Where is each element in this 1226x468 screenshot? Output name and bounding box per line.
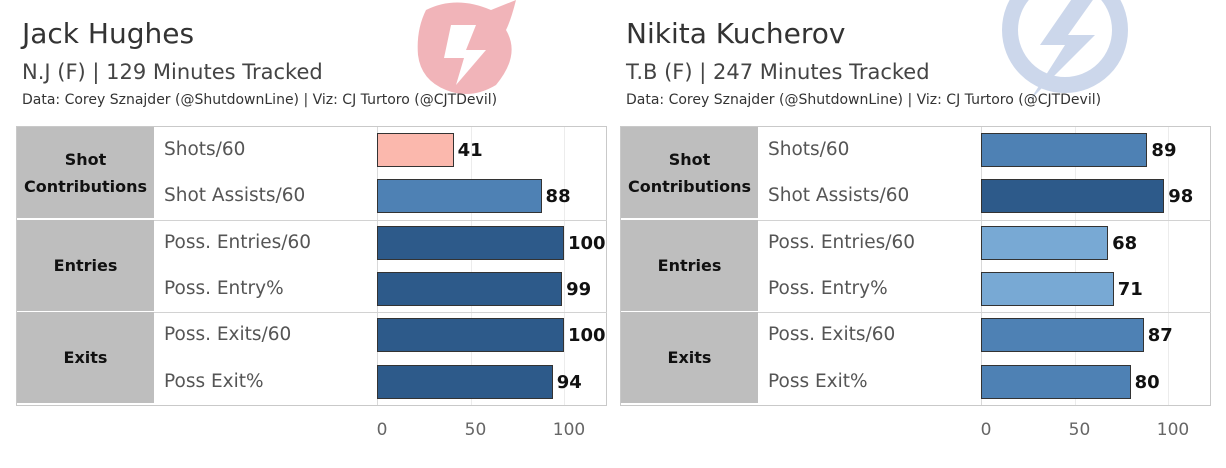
bar-column-divider <box>981 127 982 405</box>
bar <box>981 318 1144 353</box>
group-divider <box>154 219 607 221</box>
bar-value-label: 71 <box>1117 278 1143 300</box>
bar-column-divider <box>377 127 378 405</box>
bar-value-label: 68 <box>1112 232 1138 254</box>
metric-label: Poss. Entries/60 <box>164 231 312 253</box>
bar <box>377 364 553 399</box>
metric-label: Poss. Entry% <box>164 277 284 299</box>
x-tick-label: 100 <box>552 420 586 440</box>
group-label: Entries <box>17 219 154 312</box>
gridline <box>1168 127 1169 405</box>
player-panel-left: Jack Hughes N.J (F) | 129 Minutes Tracke… <box>16 0 616 468</box>
bar-value-label: 94 <box>556 371 582 393</box>
group-label: Exits <box>621 312 758 405</box>
bar-value-label: 89 <box>1151 140 1177 161</box>
gridline <box>564 127 565 405</box>
group-label: Entries <box>621 219 758 312</box>
metric-label: Poss. Exits/60 <box>768 324 896 346</box>
bar <box>981 364 1131 399</box>
x-tick-label: 0 <box>980 420 992 440</box>
x-tick-label: 100 <box>1156 420 1190 440</box>
metric-label: Shot Assists/60 <box>164 185 306 207</box>
metric-label: Poss. Entry% <box>768 277 888 299</box>
bar <box>377 133 454 167</box>
player-subtitle: N.J (F) | 129 Minutes Tracked <box>22 60 323 84</box>
group-label: Exits <box>17 312 154 405</box>
bar <box>981 225 1109 260</box>
bar-area: 41 88 100 99 100 94 <box>377 127 606 405</box>
x-axis: 0 50 100 <box>376 420 616 444</box>
x-tick-label: 50 <box>464 420 487 440</box>
group-label: Shot Contributions <box>621 127 758 219</box>
metric-label: Shots/60 <box>768 139 850 160</box>
bar-value-label: 100 <box>568 325 606 347</box>
bar-value-label: 80 <box>1134 371 1160 393</box>
bar <box>377 225 564 260</box>
metrics-table: 89 98 68 71 87 80 Shot Contributions Shots/60 Sho… <box>620 126 1211 406</box>
bar <box>981 133 1148 167</box>
metrics-table: 41 88 100 99 100 94 Shot Contributions Shots/60 S… <box>16 126 607 406</box>
metric-label: Poss Exit% <box>164 370 264 392</box>
bar-area: 89 98 68 71 87 80 <box>981 127 1210 405</box>
bar-value-label: 41 <box>457 140 483 161</box>
bar <box>377 271 563 306</box>
player-panel-right: Nikita Kucherov T.B (F) | 247 Minutes Tr… <box>620 0 1220 468</box>
bar <box>981 271 1114 306</box>
devils-logo-icon <box>417 0 516 94</box>
data-credit: Data: Corey Sznajder (@ShutdownLine) | V… <box>22 92 498 108</box>
bar <box>377 318 564 353</box>
bar-value-label: 100 <box>568 232 606 254</box>
bar-value-label: 87 <box>1147 325 1173 347</box>
group-divider <box>758 312 1211 314</box>
metric-label: Shots/60 <box>164 139 246 160</box>
group-label: Shot Contributions <box>17 127 154 219</box>
metric-label: Poss Exit% <box>768 370 868 392</box>
x-tick-label: 50 <box>1068 420 1091 440</box>
bar-value-label: 88 <box>545 186 571 208</box>
bar-value-label: 98 <box>1168 186 1194 208</box>
x-axis: 0 50 100 <box>980 420 1220 444</box>
metric-label: Poss. Exits/60 <box>164 324 292 346</box>
metric-label: Shot Assists/60 <box>768 185 910 207</box>
data-credit: Data: Corey Sznajder (@ShutdownLine) | V… <box>626 92 1102 108</box>
bar-value-label: 99 <box>566 278 592 300</box>
player-name: Jack Hughes <box>22 17 195 50</box>
metric-label: Poss. Entries/60 <box>768 231 916 253</box>
player-subtitle: T.B (F) | 247 Minutes Tracked <box>626 60 930 84</box>
lightning-logo-icon <box>1002 0 1128 100</box>
bar <box>981 179 1165 214</box>
bar <box>377 179 542 214</box>
gridline <box>470 127 472 405</box>
player-name: Nikita Kucherov <box>626 17 846 50</box>
x-tick-label: 0 <box>376 420 388 440</box>
gridline <box>1074 127 1076 405</box>
group-divider <box>758 219 1211 221</box>
group-divider <box>154 312 607 314</box>
